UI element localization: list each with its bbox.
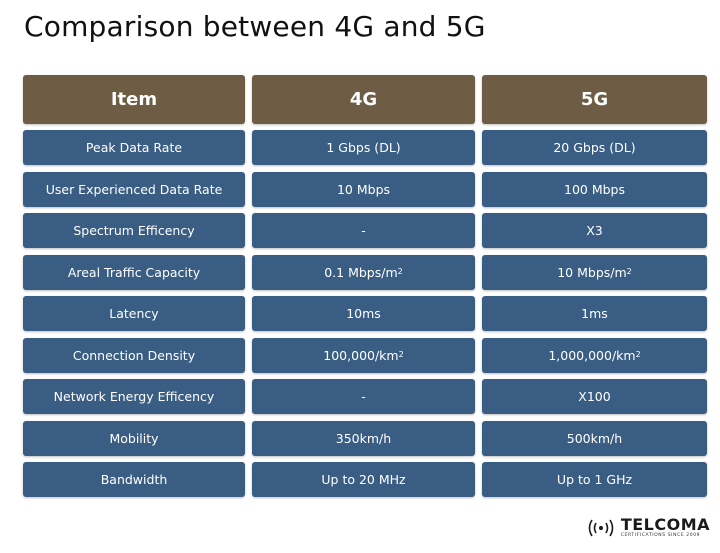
header-5g: 5G — [482, 75, 707, 124]
cell-4g: Up to 20 MHz — [252, 462, 475, 497]
header-4g: 4G — [252, 75, 475, 124]
cell-5g: 20 Gbps (DL) — [482, 130, 707, 165]
cell-4g: 100,000/km 2 — [252, 337, 475, 373]
cell-item: Network Energy Efficency — [23, 379, 245, 414]
comparison-table: Item 4G 5G Peak Data Rate 1 Gbps (DL) 20… — [23, 75, 707, 504]
table-row: Connection Density 100,000/km 2 1,000,000… — [23, 337, 707, 373]
cell-item: Peak Data Rate — [23, 130, 245, 165]
table-header-row: Item 4G 5G — [23, 75, 707, 124]
cell-5g: 10 Mbps/m 2 — [482, 254, 707, 290]
cell-4g: 1 Gbps (DL) — [252, 130, 475, 165]
cell-5g: 1,000,000/km 2 — [482, 337, 707, 373]
cell-5g: X3 — [482, 213, 707, 248]
cell-item: Areal Traffic Capacity — [23, 254, 245, 290]
table-row: Mobility 350km/h 500km/h — [23, 420, 707, 456]
cell-4g: 0.1 Mbps/m 2 — [252, 254, 475, 290]
cell-item: Latency — [23, 296, 245, 331]
cell-5g-text: 10 Mbps/m — [557, 264, 627, 280]
page-title: Comparison between 4G and 5G — [24, 10, 486, 43]
table-row: Spectrum Efficency - X3 — [23, 213, 707, 248]
cell-5g: 500km/h — [482, 420, 707, 456]
cell-item: Mobility — [23, 420, 245, 456]
cell-item: Bandwidth — [23, 462, 245, 497]
telcoma-logo: TELCOMA CERTIFICATIONS SINCE 2009 — [587, 517, 710, 539]
cell-5g-text: 1,000,000/km — [548, 347, 636, 363]
logo-name: TELCOMA — [620, 515, 710, 535]
logo-tagline: CERTIFICATIONS SINCE 2009 — [620, 533, 701, 539]
broadcast-waves-icon — [587, 517, 617, 539]
table-row: Bandwidth Up to 20 MHz Up to 1 GHz — [23, 462, 707, 497]
cell-item: Connection Density — [23, 337, 245, 373]
cell-4g: - — [252, 213, 475, 248]
cell-5g: Up to 1 GHz — [482, 462, 707, 497]
cell-4g: 10 Mbps — [252, 171, 475, 207]
cell-item: Spectrum Efficency — [23, 213, 245, 248]
table-row: User Experienced Data Rate 10 Mbps 100 M… — [23, 171, 707, 207]
cell-5g: X100 — [482, 379, 707, 414]
cell-4g: 10ms — [252, 296, 475, 331]
cell-5g: 100 Mbps — [482, 171, 707, 207]
cell-4g-text: 0.1 Mbps/m — [324, 264, 398, 280]
cell-4g: - — [252, 379, 475, 414]
cell-4g: 350km/h — [252, 420, 475, 456]
table-row: Latency 10ms 1ms — [23, 296, 707, 331]
table-row: Areal Traffic Capacity 0.1 Mbps/m 2 10 Mb… — [23, 254, 707, 290]
table-row: Peak Data Rate 1 Gbps (DL) 20 Gbps (DL) — [23, 130, 707, 165]
table-row: Network Energy Efficency - X100 — [23, 379, 707, 414]
cell-4g-text: 100,000/km — [323, 347, 399, 363]
cell-5g: 1ms — [482, 296, 707, 331]
header-item: Item — [23, 75, 245, 124]
cell-item: User Experienced Data Rate — [23, 171, 245, 207]
logo-text: TELCOMA CERTIFICATIONS SINCE 2009 — [621, 517, 710, 539]
